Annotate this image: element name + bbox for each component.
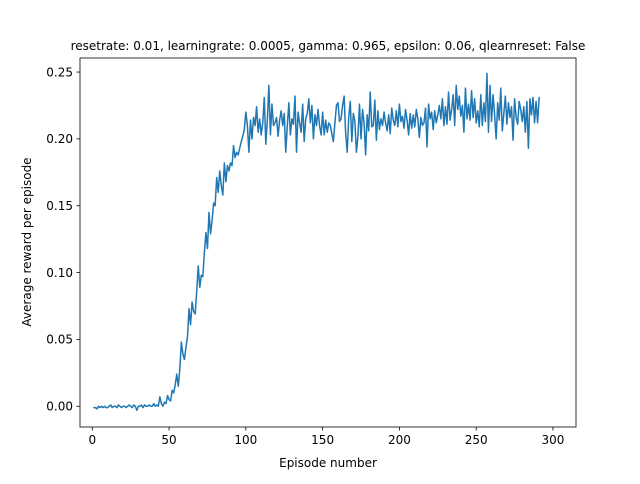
y-tick-label: 0.00	[46, 400, 73, 414]
y-tick-label: 0.20	[46, 132, 73, 146]
x-tick-label: 250	[465, 433, 488, 447]
x-tick-label: 150	[311, 433, 334, 447]
y-axis-label: Average reward per episode	[20, 157, 34, 326]
x-tick-label: 100	[234, 433, 257, 447]
x-tick-label: 200	[388, 433, 411, 447]
y-tick-label: 0.25	[46, 65, 73, 79]
axes-layer: 0 50 100 150 200 250 300 0.00 0.05 0.10 0.15 0.20 0.…	[46, 57, 577, 447]
x-axis-label: Episode number	[279, 456, 377, 470]
x-tick-label: 50	[161, 433, 176, 447]
series-line-0	[93, 72, 540, 412]
y-tick-label: 0.10	[46, 266, 73, 280]
x-tick-label: 0	[88, 433, 96, 447]
x-tick-label: 300	[542, 433, 565, 447]
y-tick-label: 0.15	[46, 199, 73, 213]
series-layer	[93, 72, 540, 412]
y-tick-label: 0.05	[46, 333, 73, 347]
chart-title: resetrate: 0.01, learningrate: 0.0005, g…	[71, 39, 586, 53]
plot-frame	[79, 57, 577, 428]
